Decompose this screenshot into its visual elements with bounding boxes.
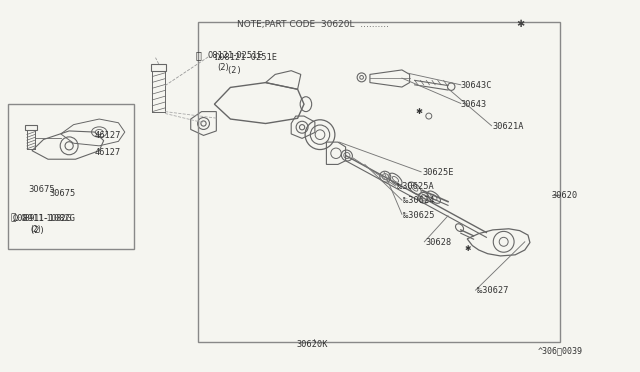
Text: ^306⁩0039: ^306⁩0039 (538, 346, 582, 355)
Text: (2): (2) (30, 225, 41, 234)
Text: ✱: ✱ (464, 244, 470, 253)
Text: Ω08911-1082G: Ω08911-1082G (13, 214, 76, 223)
Text: Ⓑ: Ⓑ (195, 50, 202, 60)
Text: 08911-1082G: 08911-1082G (20, 214, 72, 223)
Text: Ω08121-0251E: Ω08121-0251E (214, 53, 277, 62)
Bar (198, 22, 560, 342)
Bar (8, 104, 134, 249)
Text: 08121-0251E: 08121-0251E (208, 51, 264, 60)
Text: ‰30625: ‰30625 (403, 211, 435, 219)
Text: ‰30625A: ‰30625A (397, 182, 433, 191)
Text: 46127: 46127 (95, 148, 121, 157)
Text: 30675: 30675 (49, 189, 76, 198)
Text: (2): (2) (29, 226, 45, 235)
Text: (2): (2) (218, 63, 229, 72)
Text: ✱: ✱ (516, 19, 524, 29)
Text: ‰30624: ‰30624 (403, 196, 435, 205)
Text: 30643: 30643 (461, 100, 487, 109)
Text: 30620: 30620 (552, 191, 578, 200)
Text: 30621A: 30621A (493, 122, 524, 131)
Text: ✱: ✱ (416, 107, 422, 116)
Text: 30675: 30675 (28, 185, 55, 194)
Text: 30628: 30628 (426, 238, 452, 247)
Text: 30625E: 30625E (422, 169, 454, 177)
Text: ‰30627: ‰30627 (477, 286, 508, 295)
Text: (2): (2) (226, 66, 242, 75)
Text: 30620K: 30620K (296, 340, 328, 349)
Text: 30643C: 30643C (461, 81, 492, 90)
Text: 46127: 46127 (95, 131, 121, 140)
Text: NOTE;PART CODE  30620L  ..........: NOTE;PART CODE 30620L .......... (237, 20, 388, 29)
Text: Ⓝ: Ⓝ (10, 213, 15, 222)
